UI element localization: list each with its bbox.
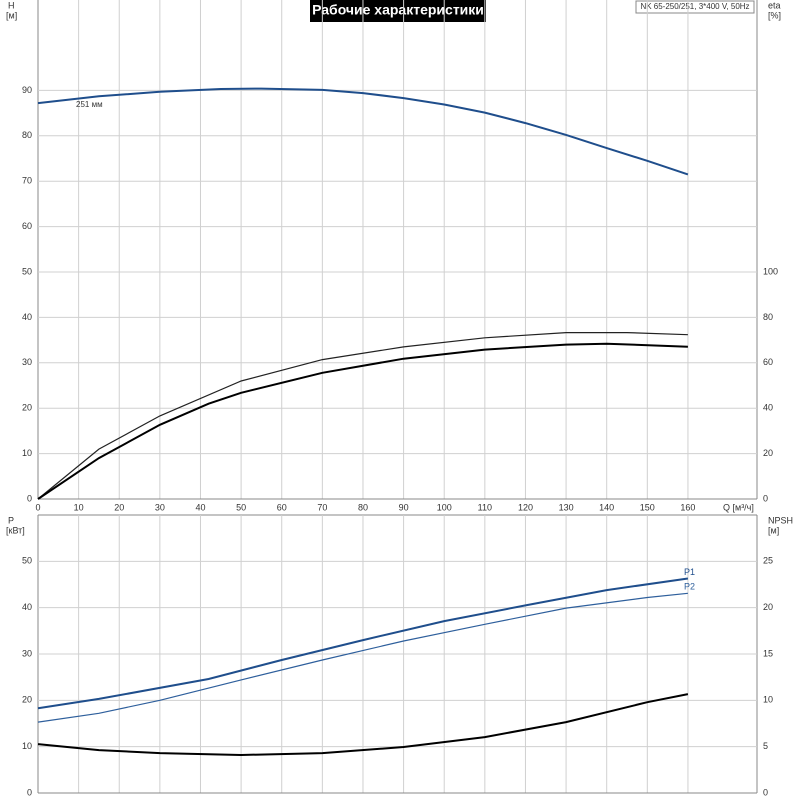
y-tick-label: 10 — [22, 741, 32, 751]
curve-label: P2 — [684, 582, 695, 592]
model-box — [635, 0, 755, 14]
curve-label: P1 — [684, 567, 695, 577]
y2-tick-label: 100 — [763, 266, 778, 276]
x-tick-label: 80 — [358, 502, 368, 512]
y-tick-label: 0 — [27, 787, 32, 797]
x-tick-label: 50 — [236, 502, 246, 512]
x-tick-label: 60 — [277, 502, 287, 512]
y-tick-label: 0 — [27, 493, 32, 503]
x-tick-label: 0 — [35, 502, 40, 512]
title-box — [310, 0, 486, 22]
x-tick-label: 160 — [680, 502, 695, 512]
curve — [37, 87, 689, 176]
y-tick-label: 70 — [22, 176, 32, 186]
y2-tick-label: 60 — [763, 357, 773, 367]
x-tick-label: 150 — [640, 502, 655, 512]
x-tick-label: 130 — [559, 502, 574, 512]
y-tick-label: 90 — [22, 85, 32, 95]
curve — [37, 332, 688, 500]
chart-title: Рабочие характеристики — [312, 2, 484, 18]
x-tick-label: 120 — [518, 502, 533, 512]
y-axis-unit: [кВт] — [6, 525, 25, 535]
y2-tick-label: 0 — [763, 787, 768, 797]
y2-tick-label: 15 — [763, 648, 773, 658]
y2-axis-unit: [%] — [768, 10, 781, 20]
x-tick-label: 10 — [74, 502, 84, 512]
y-tick-label: 50 — [22, 556, 32, 566]
x-tick-label: 30 — [155, 502, 165, 512]
y-tick-label: 30 — [22, 357, 32, 367]
y-tick-label: 50 — [22, 266, 32, 276]
y2-axis-label: NPSH — [768, 515, 793, 525]
x-tick-label: 90 — [399, 502, 409, 512]
curve-label: 251 мм — [76, 100, 103, 109]
y2-tick-label: 20 — [763, 448, 773, 458]
y-axis-unit: [м] — [6, 10, 17, 20]
y2-tick-label: 25 — [763, 556, 773, 566]
y2-axis-unit: [м] — [768, 525, 779, 535]
y2-tick-label: 20 — [763, 602, 773, 612]
model-label: NK 65-250/251, 3*400 V, 50Hz — [640, 2, 749, 11]
curve — [37, 577, 689, 710]
y-tick-label: 60 — [22, 221, 32, 231]
x-tick-label: 140 — [599, 502, 614, 512]
y2-tick-label: 40 — [763, 403, 773, 413]
x-tick-label: 70 — [317, 502, 327, 512]
y-tick-label: 30 — [22, 648, 32, 658]
y2-tick-label: 80 — [763, 312, 773, 322]
x-tick-label: 110 — [478, 502, 492, 512]
y2-tick-label: 0 — [763, 493, 768, 503]
y-tick-label: 80 — [22, 130, 32, 140]
y2-tick-label: 5 — [763, 741, 768, 751]
curve — [37, 693, 689, 757]
y-axis-label: P — [8, 515, 14, 525]
curve — [37, 342, 688, 500]
y-tick-label: 10 — [22, 448, 32, 458]
y-axis-label: H — [8, 0, 15, 10]
x-axis-label: Q [м³/ч] — [723, 502, 754, 512]
y2-tick-label: 10 — [763, 695, 773, 705]
curve — [37, 592, 688, 723]
y-tick-label: 20 — [22, 695, 32, 705]
x-tick-label: 100 — [437, 502, 452, 512]
y-tick-label: 20 — [22, 403, 32, 413]
y-tick-label: 40 — [22, 312, 32, 322]
x-tick-label: 20 — [114, 502, 124, 512]
x-tick-label: 40 — [195, 502, 205, 512]
y-tick-label: 40 — [22, 602, 32, 612]
y2-axis-label: eta — [768, 0, 781, 10]
